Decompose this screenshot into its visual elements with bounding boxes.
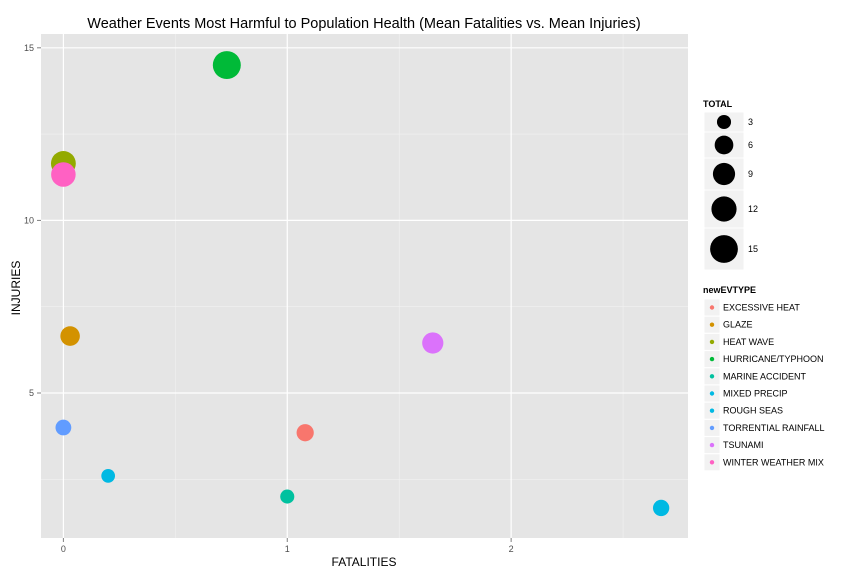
color-legend-label: HEAT WAVE [723, 337, 774, 347]
size-legend-label: 6 [748, 140, 753, 150]
color-legend-dot [709, 442, 715, 448]
data-point [55, 419, 72, 436]
size-legend-dot [714, 135, 734, 155]
minor-gridlines [41, 34, 688, 538]
data-point [101, 469, 116, 483]
data-point [60, 326, 80, 346]
x-axis-ticks: 0 1 2 [61, 538, 514, 554]
size-legend-title: TOTAL [703, 99, 733, 109]
y-tick-label: 15 [24, 43, 34, 53]
size-legend-label: 3 [748, 117, 753, 127]
x-tick-label: 1 [285, 544, 290, 554]
y-axis-title: INJURIES [9, 261, 23, 316]
color-legend-dot [709, 460, 715, 465]
x-tick-label: 2 [509, 544, 514, 554]
size-legend-dot [710, 235, 738, 263]
plot-panel [41, 34, 688, 538]
chart-title: Weather Events Most Harmful to Populatio… [87, 16, 640, 32]
major-gridlines [41, 34, 688, 538]
x-axis-title: FATALITIES [332, 555, 397, 569]
color-legend-label: ROUGH SEAS [723, 406, 783, 416]
color-legend-label: GLAZE [723, 320, 753, 330]
size-legend-label: 12 [748, 204, 758, 214]
y-axis-ticks: 5 10 15 [24, 43, 41, 398]
data-points [50, 51, 670, 517]
color-legend-label: HURRICANE/TYPHOON [723, 354, 824, 364]
color-legend-dot [709, 425, 715, 431]
data-point [212, 51, 241, 80]
size-legend: TOTAL 3 6 9 12 15 [703, 99, 758, 271]
color-legend-label: MARINE ACCIDENT [723, 371, 807, 381]
color-legend-dot [709, 408, 715, 413]
color-legend-dot [709, 374, 715, 379]
color-legend-dot [709, 305, 715, 310]
color-legend-label: TORRENTIAL RAINFALL [723, 423, 825, 433]
color-legend-label: TSUNAMI [723, 440, 764, 450]
data-point [296, 424, 314, 442]
size-legend-dot [711, 196, 737, 222]
data-point [652, 499, 670, 517]
color-legend-dot [709, 391, 715, 396]
data-point [422, 332, 444, 354]
color-legend: newEVTYPE EXCESSIVE HEAT GLAZE HEAT WAVE HU… [703, 285, 825, 472]
size-legend-label: 9 [748, 169, 753, 179]
color-legend-dot [709, 339, 715, 345]
size-legend-dot [712, 162, 736, 186]
y-tick-label: 5 [29, 388, 34, 398]
x-tick-label: 0 [61, 544, 66, 554]
size-legend-label: 15 [748, 244, 758, 254]
color-legend-label: MIXED PRECIP [723, 389, 788, 399]
data-point [51, 162, 76, 187]
size-legend-dot [716, 114, 732, 130]
color-legend-dot [709, 356, 715, 362]
color-legend-label: EXCESSIVE HEAT [723, 303, 800, 313]
data-point [280, 489, 295, 504]
color-legend-label: WINTER WEATHER MIX [723, 457, 824, 467]
color-legend-dot [709, 322, 715, 327]
color-legend-title: newEVTYPE [703, 285, 756, 295]
y-tick-label: 10 [24, 215, 34, 225]
